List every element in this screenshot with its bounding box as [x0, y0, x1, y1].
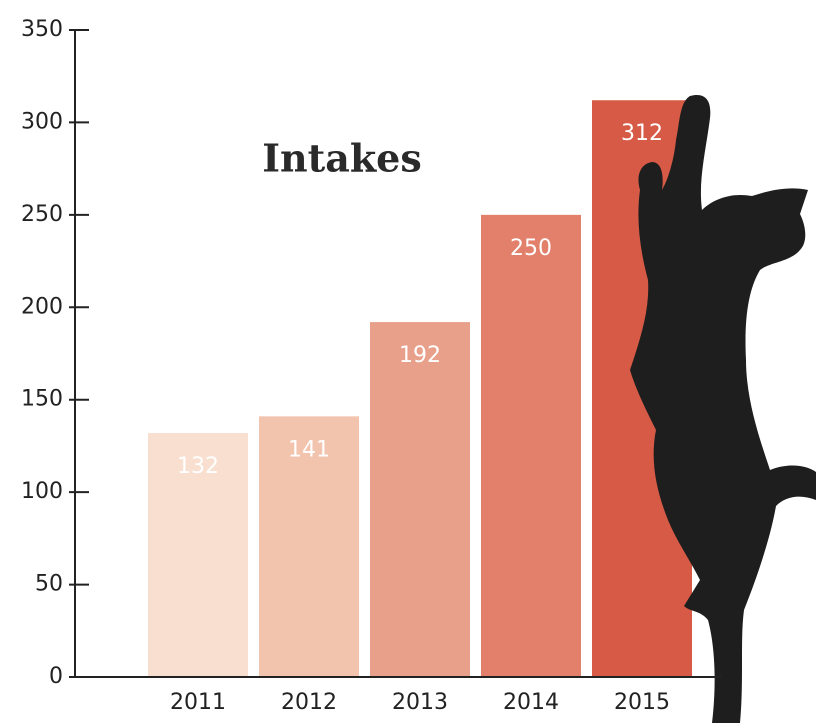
y-tick-label: 50	[35, 572, 63, 597]
bar	[148, 432, 248, 677]
x-tick-label: 2014	[503, 690, 559, 715]
y-tick-label: 0	[49, 664, 63, 689]
value-label: 312	[621, 121, 663, 146]
value-label: 141	[288, 437, 330, 462]
y-tick-label: 100	[21, 479, 63, 504]
bar	[259, 416, 359, 677]
x-tick-label: 2012	[281, 690, 337, 715]
value-label: 250	[510, 236, 552, 261]
plot-area	[148, 100, 692, 677]
x-tick-label: 2015	[614, 690, 670, 715]
x-tick-label: 2013	[392, 690, 448, 715]
bar	[370, 322, 470, 677]
y-tick-label: 150	[21, 387, 63, 412]
x-tick-label: 2011	[170, 690, 226, 715]
y-tick-label: 300	[21, 109, 63, 134]
value-label: 132	[177, 454, 219, 479]
cat-silhouette	[630, 94, 816, 723]
y-tick-label: 350	[21, 17, 63, 42]
bar	[481, 214, 581, 677]
chart-title: Intakes	[262, 136, 421, 181]
y-tick-label: 250	[21, 202, 63, 227]
value-label: 192	[399, 343, 441, 368]
y-tick-label: 200	[21, 294, 63, 319]
